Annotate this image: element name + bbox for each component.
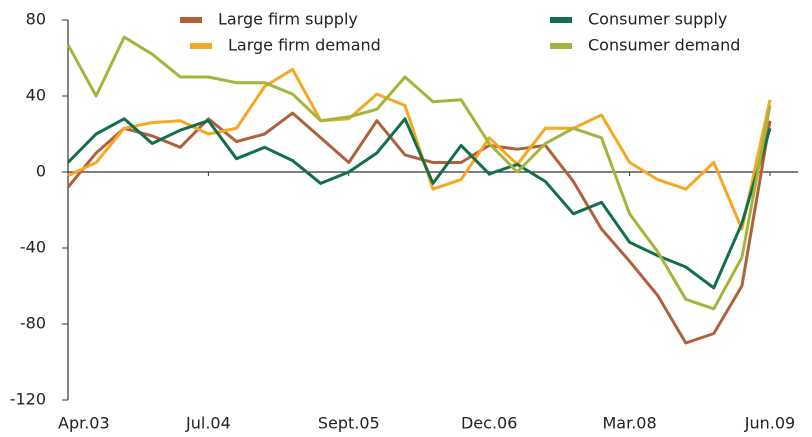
y-tick-label: 80: [26, 10, 46, 29]
x-tick-label: Jul.04: [185, 414, 231, 433]
y-tick-label: -40: [20, 238, 46, 257]
x-tick-label: Apr.03: [58, 414, 110, 433]
y-tick-label: 0: [36, 162, 46, 181]
legend-label: Consumer supply: [588, 10, 727, 29]
series-line: [66, 35, 772, 311]
legend-label: Consumer demand: [588, 36, 740, 55]
y-tick-label: -80: [20, 314, 46, 333]
legend-swatch: [190, 43, 212, 49]
x-tick-label: Mar.08: [603, 414, 657, 433]
series-line: [66, 111, 772, 345]
series-line: [66, 117, 772, 290]
series-line: [67, 67, 772, 231]
x-tick-label: Dec.06: [461, 414, 517, 433]
x-tick-label: Sept.05: [318, 414, 380, 433]
legend-swatch: [550, 43, 572, 49]
legend-swatch: [550, 17, 572, 23]
x-tick-label: Jun.09: [744, 414, 795, 433]
legend-swatch: [180, 17, 202, 23]
y-tick-label: -120: [10, 390, 46, 409]
legend-label: Large firm demand: [228, 36, 381, 55]
legend-label: Large firm supply: [218, 10, 358, 29]
y-tick-label: 40: [26, 86, 46, 105]
